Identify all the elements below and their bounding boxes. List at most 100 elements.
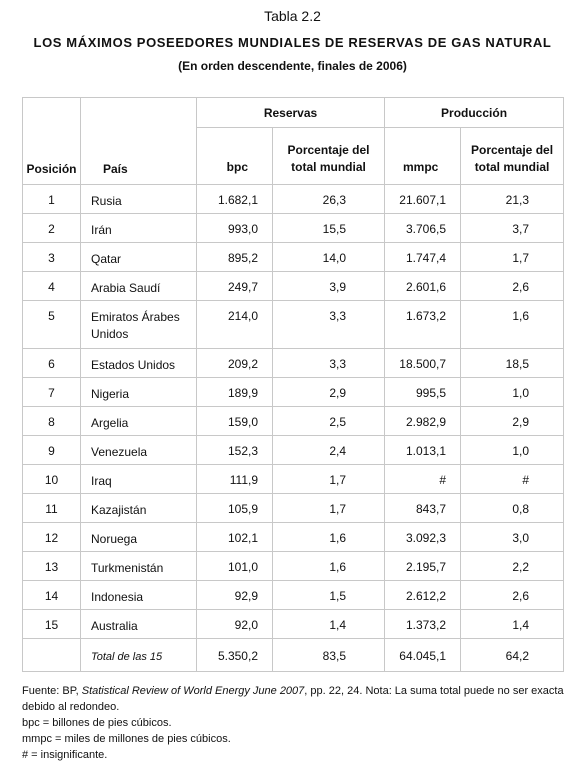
value-cell: 3,0 xyxy=(460,522,565,552)
column-header: mmpc xyxy=(384,127,462,185)
value-cell: 152,3 xyxy=(196,435,273,465)
country-cell: Estados Unidos xyxy=(80,348,197,378)
footnote: # = insignificante. xyxy=(22,749,108,761)
value-cell: 843,7 xyxy=(384,493,462,523)
country-cell: Argelia xyxy=(80,406,197,436)
source-note: Fuente: BP, Statistical Review of World … xyxy=(22,683,567,715)
header-row: bpc Porcentaje del total mundial mmpc Po… xyxy=(23,127,565,185)
rank-cell: 15 xyxy=(22,609,81,639)
rank-cell: 14 xyxy=(22,580,81,610)
value-cell: 1.747,4 xyxy=(384,242,462,272)
rank-cell: 2 xyxy=(22,213,81,243)
value-cell: 189,9 xyxy=(196,377,273,407)
rank-cell: 3 xyxy=(22,242,81,272)
country-cell: Indonesia xyxy=(80,580,197,610)
value-cell: 993,0 xyxy=(196,213,273,243)
value-cell: 21,3 xyxy=(460,184,565,214)
value-cell: 2.982,9 xyxy=(384,406,462,436)
value-cell: 2.195,7 xyxy=(384,551,462,581)
country-cell: Iraq xyxy=(80,464,197,494)
source-title: Statistical Review of World Energy June … xyxy=(81,685,305,697)
value-cell: 3,3 xyxy=(271,300,386,349)
table-title: LOS MÁXIMOS POSEEDORES MUNDIALES DE RESE… xyxy=(33,35,552,50)
table-row: 12 Noruega 102,1 1,6 3.092,3 3,0 xyxy=(22,522,565,552)
value-cell: 1,6 xyxy=(271,522,386,552)
value-cell: 3.706,5 xyxy=(384,213,462,243)
value-cell: 1,7 xyxy=(271,493,386,523)
value-cell: 214,0 xyxy=(196,300,273,349)
table-row: 5 Emiratos Árabes Unidos 214,0 3,3 1.673,2 1,… xyxy=(22,300,565,349)
value-cell: 2.601,6 xyxy=(384,271,462,301)
value-cell: 18,5 xyxy=(460,348,565,378)
value-cell: 92,0 xyxy=(196,609,273,639)
table-row: 7 Nigeria 189,9 2,9 995,5 1,0 xyxy=(22,377,565,407)
total-value: 5.350,2 xyxy=(196,638,273,672)
source-text: Fuente: BP, xyxy=(22,685,79,697)
table-number: Tabla 2.2 xyxy=(264,8,321,24)
source-text: , pp. 22, 24. Nota: La suma total puede … xyxy=(22,685,564,713)
value-cell: 3.092,3 xyxy=(384,522,462,552)
value-cell: 1,5 xyxy=(271,580,386,610)
value-cell: 1.682,1 xyxy=(196,184,273,214)
value-cell: 1,7 xyxy=(460,242,565,272)
table-row: 11 Kazajistán 105,9 1,7 843,7 0,8 xyxy=(22,493,565,523)
group-header: Producción xyxy=(384,97,565,128)
value-cell: 1,4 xyxy=(271,609,386,639)
table-row: 4 Arabia Saudí 249,7 3,9 2.601,6 2,6 xyxy=(22,271,565,301)
reserves-table: Posición País Reservas Producción bpc Po… xyxy=(22,97,565,672)
column-header: País xyxy=(80,97,197,185)
rank-cell: 4 xyxy=(22,271,81,301)
value-cell: 1.673,2 xyxy=(384,300,462,349)
value-cell: 21.607,1 xyxy=(384,184,462,214)
value-cell: 2,6 xyxy=(460,580,565,610)
value-cell: 159,0 xyxy=(196,406,273,436)
footnote: bpc = billones de pies cúbicos. xyxy=(22,717,172,729)
table-row: 14 Indonesia 92,9 1,5 2.612,2 2,6 xyxy=(22,580,565,610)
table-row: 1 Rusia 1.682,1 26,3 21.607,1 21,3 xyxy=(22,184,565,214)
country-cell: Venezuela xyxy=(80,435,197,465)
country-cell: Noruega xyxy=(80,522,197,552)
value-cell: 3,3 xyxy=(271,348,386,378)
column-header: Porcentaje del total mundial xyxy=(271,127,386,185)
rank-cell: 5 xyxy=(22,300,81,349)
value-cell: 1,0 xyxy=(460,377,565,407)
country-cell: Irán xyxy=(80,213,197,243)
table-row: 13 Turkmenistán 101,0 1,6 2.195,7 2,2 xyxy=(22,551,565,581)
table-row: 2 Irán 993,0 15,5 3.706,5 3,7 xyxy=(22,213,565,243)
value-cell: 101,0 xyxy=(196,551,273,581)
value-cell: 1,6 xyxy=(271,551,386,581)
country-cell: Australia xyxy=(80,609,197,639)
rank-cell: 1 xyxy=(22,184,81,214)
value-cell: 26,3 xyxy=(271,184,386,214)
country-cell: Arabia Saudí xyxy=(80,271,197,301)
country-cell: Qatar xyxy=(80,242,197,272)
rank-cell: 6 xyxy=(22,348,81,378)
value-cell: 2.612,2 xyxy=(384,580,462,610)
value-cell: 1,6 xyxy=(460,300,565,349)
total-value: 64,2 xyxy=(460,638,565,672)
footnotes: Fuente: BP, Statistical Review of World … xyxy=(22,683,567,763)
empty-cell xyxy=(22,638,81,672)
value-cell: 249,7 xyxy=(196,271,273,301)
rank-cell: 9 xyxy=(22,435,81,465)
group-header: Reservas xyxy=(195,97,386,128)
value-cell: 15,5 xyxy=(271,213,386,243)
value-cell: 1,7 xyxy=(271,464,386,494)
rank-cell: 10 xyxy=(22,464,81,494)
value-cell: 2,5 xyxy=(271,406,386,436)
rank-cell: 13 xyxy=(22,551,81,581)
value-cell: 1,0 xyxy=(460,435,565,465)
value-cell: 18.500,7 xyxy=(384,348,462,378)
total-row: Total de las 15 5.350,2 83,5 64.045,1 64,2 xyxy=(22,638,565,672)
value-cell: 1.013,1 xyxy=(384,435,462,465)
value-cell: 1.373,2 xyxy=(384,609,462,639)
value-cell: 2,2 xyxy=(460,551,565,581)
column-header: bpc xyxy=(196,127,273,185)
value-cell: 2,4 xyxy=(271,435,386,465)
rank-cell: 11 xyxy=(22,493,81,523)
value-cell: 1,4 xyxy=(460,609,565,639)
value-cell: 2,6 xyxy=(460,271,565,301)
value-cell: 895,2 xyxy=(196,242,273,272)
